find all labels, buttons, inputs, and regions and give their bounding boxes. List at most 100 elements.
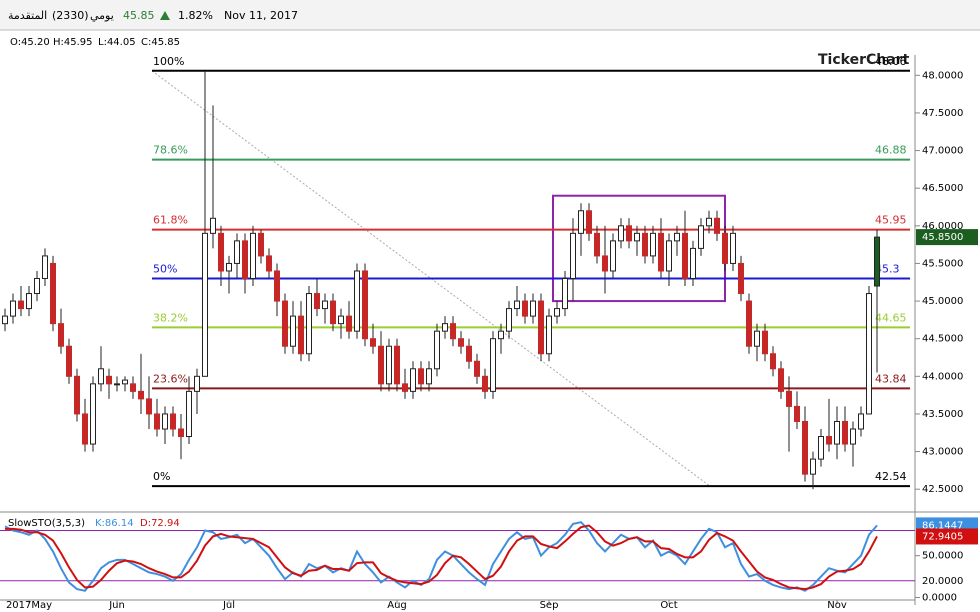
candle-body (578, 210, 584, 234)
fib-label: 61.8% (153, 214, 188, 227)
x-tick-label: Aug (387, 600, 407, 611)
fib-value: 48.06 (875, 55, 907, 68)
y-tick-label: 50.0000 (922, 551, 963, 562)
last-price-label: 45.8500 (922, 232, 963, 243)
candle-body (122, 379, 128, 385)
x-tick-label: 2017May (6, 600, 52, 611)
y-tick-label: 42.5000 (922, 484, 963, 495)
y-tick-label: 43.0000 (922, 447, 963, 458)
fib-value: 43.84 (875, 372, 907, 385)
candle-body (290, 315, 296, 347)
candle-body (242, 240, 248, 279)
last-value-label: 86.1447 (922, 520, 963, 531)
candle-body (866, 293, 872, 415)
candle-body (514, 300, 520, 310)
candle-body (810, 458, 816, 475)
y-tick-label: 43.5000 (922, 409, 963, 420)
candle-body (538, 300, 544, 355)
candle-body (26, 293, 32, 310)
candle-body (186, 390, 192, 438)
candle-body (106, 375, 112, 385)
candle-body (834, 420, 840, 445)
candle-body (722, 232, 728, 264)
candle-body (570, 232, 576, 279)
period: يومي (90, 9, 114, 22)
candle-body (642, 232, 648, 257)
candle-body (202, 232, 208, 377)
candle-body (450, 323, 456, 340)
candle-body (306, 293, 312, 355)
candle-body (50, 262, 56, 325)
candle-body (586, 210, 592, 234)
candle-body (522, 300, 528, 317)
price: 45.85 (123, 9, 155, 22)
candle-body (146, 398, 152, 415)
x-tick-label: Nov (827, 600, 847, 611)
candle-body (18, 300, 24, 310)
ohlc-low: L:44.05 (98, 37, 136, 48)
stoch-line (4, 521, 878, 592)
fib-label: 0% (153, 470, 170, 483)
candle-body (138, 390, 144, 400)
candle-body (786, 390, 792, 407)
candle-body (386, 345, 392, 385)
candle-body (498, 330, 504, 340)
y-tick-label: 20.0000 (922, 576, 963, 587)
candle-body (98, 368, 104, 385)
candle-body (234, 240, 240, 264)
candle-body (602, 255, 608, 272)
name: المتقدمة (8, 9, 47, 22)
candle-body (378, 345, 384, 385)
y-tick-label: 48.0000 (922, 70, 963, 81)
y-tick-label: 44.5000 (922, 334, 963, 345)
candle-body (666, 240, 672, 272)
legend-k: K:86.14 (95, 518, 134, 529)
y-tick-label: 44.0000 (922, 371, 963, 382)
candle-body (74, 375, 80, 415)
candle-body (650, 232, 656, 257)
candle-body (266, 255, 272, 272)
y-tick-label: 47.0000 (922, 146, 963, 157)
brand: TickerChart (818, 52, 910, 68)
candle-body (826, 436, 832, 445)
candle-body (714, 217, 720, 234)
code: (2330) (52, 9, 89, 22)
candle-body (330, 300, 336, 325)
fib-label: 38.2% (153, 311, 188, 324)
candle-body (434, 330, 440, 370)
candle-body (466, 345, 472, 362)
candle-body (154, 413, 160, 430)
fib-label: 78.6% (153, 144, 188, 157)
candle-body (410, 368, 416, 392)
y-tick-label: 0.0000 (922, 592, 957, 603)
candle-body (394, 345, 400, 385)
candle-body (754, 330, 760, 347)
candle-body (362, 270, 368, 340)
x-tick-label: Oct (660, 600, 677, 611)
candle-body (282, 300, 288, 347)
last-value-label: 72.9405 (922, 531, 963, 542)
date: Nov 11, 2017 (224, 9, 298, 22)
candle-body (530, 300, 536, 317)
candle-body (314, 293, 320, 310)
candle-body (274, 270, 280, 302)
fib-value: 42.54 (875, 470, 907, 483)
candle-body (610, 240, 616, 272)
candle-body (794, 405, 800, 422)
candle-body (746, 300, 752, 347)
fib-label: 23.6% (153, 372, 188, 385)
candle-body (130, 383, 136, 392)
fib-value: 45.95 (875, 214, 907, 227)
indicator-title: SlowSTO(3,5,3) (8, 518, 85, 529)
candle-body (42, 255, 48, 279)
candle-body (370, 338, 376, 347)
candle-body (658, 232, 664, 272)
candle-body (842, 420, 848, 445)
candle-body (178, 428, 184, 438)
x-tick-label: Jul (222, 600, 235, 611)
candle-body (546, 315, 552, 355)
y-tick-label: 46.5000 (922, 183, 963, 194)
change: 1.82% (178, 9, 213, 22)
candle-body (818, 436, 824, 460)
y-tick-label: 46.0000 (922, 221, 963, 232)
